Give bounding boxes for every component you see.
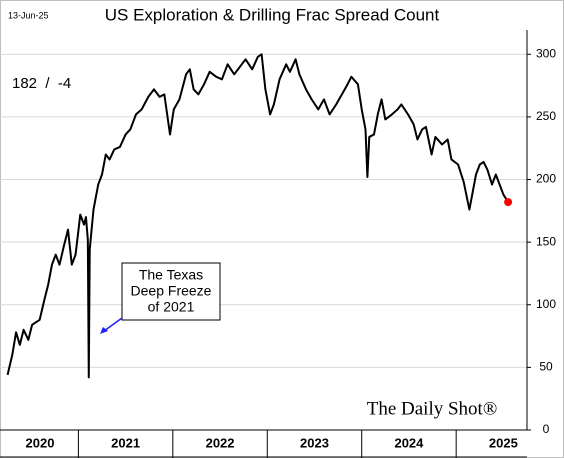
annotation-line: of 2021 bbox=[148, 299, 195, 315]
annotation-arrow bbox=[103, 317, 123, 332]
x-tick-label: 2021 bbox=[111, 435, 140, 450]
plot-area: 0 50 100 150 200 250 300 2020 2021 2022 2023 2024 20… bbox=[0, 30, 556, 458]
y-tick-label: 250 bbox=[536, 109, 556, 123]
y-tick-label: 150 bbox=[536, 234, 556, 248]
annotation-line: The Texas bbox=[139, 267, 203, 283]
latest-value: 182 / -4 bbox=[12, 75, 71, 92]
annotation-box bbox=[121, 262, 221, 321]
x-tick-label: 2024 bbox=[394, 435, 424, 450]
y-tick-label: 100 bbox=[536, 297, 556, 311]
date-label: 13-Jun-25 bbox=[8, 10, 49, 20]
arrow-head bbox=[100, 327, 108, 334]
x-tick-label: 2020 bbox=[26, 435, 55, 450]
x-tick-label: 2025 bbox=[489, 435, 518, 450]
y-tick-label: 0 bbox=[543, 422, 550, 436]
annotation-line: Deep Freeze bbox=[131, 283, 212, 299]
x-tick-label: 2022 bbox=[206, 435, 235, 450]
x-tick-label: 2023 bbox=[300, 435, 329, 450]
y-tick-label: 300 bbox=[536, 46, 556, 60]
latest-marker bbox=[504, 198, 513, 207]
y-tick-label: 200 bbox=[536, 172, 556, 186]
source-watermark: The Daily Shot® bbox=[367, 398, 498, 419]
data-line bbox=[6, 53, 509, 379]
y-tick-label: 50 bbox=[539, 360, 553, 374]
chart-title: US Exploration & Drilling Frac Spread Co… bbox=[105, 5, 440, 24]
